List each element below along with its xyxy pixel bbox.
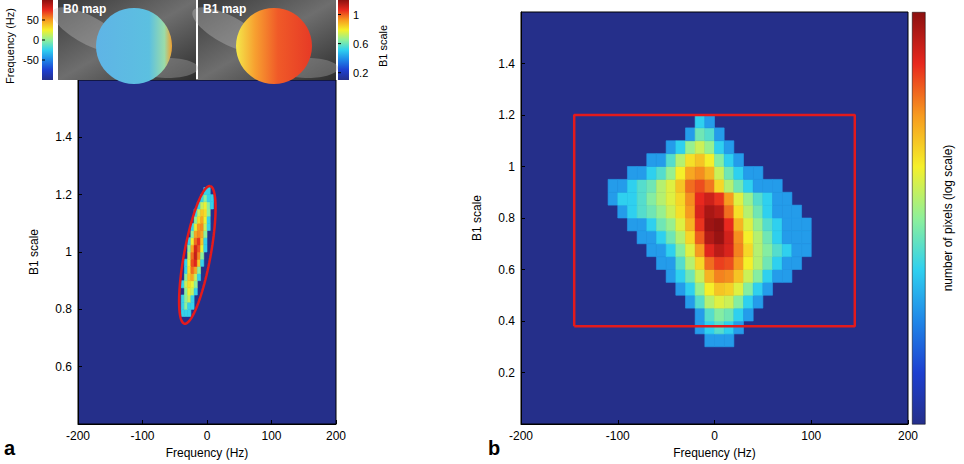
svg-text:0.2: 0.2 (353, 67, 368, 79)
svg-text:number of pixels (log scale): number of pixels (log scale) (941, 145, 955, 292)
svg-text:0.8: 0.8 (498, 211, 515, 225)
svg-text:0.4: 0.4 (498, 314, 515, 328)
svg-text:-50: -50 (23, 54, 39, 66)
svg-text:100: 100 (261, 429, 281, 443)
svg-text:200: 200 (326, 429, 346, 443)
svg-text:1: 1 (508, 160, 515, 174)
svg-text:50: 50 (27, 14, 39, 26)
svg-text:0: 0 (204, 429, 211, 443)
svg-text:-200: -200 (66, 429, 90, 443)
svg-text:0: 0 (711, 429, 718, 443)
svg-text:1: 1 (65, 245, 72, 259)
svg-text:b: b (488, 437, 500, 459)
svg-text:Frequency (Hz): Frequency (Hz) (166, 446, 249, 460)
svg-text:Frequency (Hz): Frequency (Hz) (4, 8, 16, 84)
svg-text:-100: -100 (130, 429, 154, 443)
svg-text:0.6: 0.6 (498, 263, 515, 277)
svg-text:1.4: 1.4 (55, 130, 72, 144)
svg-text:B1 map: B1 map (203, 2, 246, 16)
svg-text:200: 200 (898, 429, 918, 443)
svg-text:0.6: 0.6 (353, 38, 368, 50)
svg-text:-100: -100 (606, 429, 630, 443)
svg-text:Frequency (Hz): Frequency (Hz) (673, 446, 756, 460)
svg-text:0.6: 0.6 (55, 360, 72, 374)
svg-text:B1 scale: B1 scale (470, 195, 484, 241)
svg-text:B1 scale: B1 scale (27, 229, 41, 275)
svg-text:1.2: 1.2 (55, 188, 72, 202)
svg-text:1.4: 1.4 (498, 57, 515, 71)
svg-text:B1 scale: B1 scale (377, 25, 389, 67)
svg-text:0.2: 0.2 (498, 366, 515, 380)
svg-text:B0 map: B0 map (63, 2, 106, 16)
svg-text:1.2: 1.2 (498, 108, 515, 122)
svg-text:0.8: 0.8 (55, 302, 72, 316)
svg-text:a: a (4, 437, 16, 459)
svg-text:-200: -200 (509, 429, 533, 443)
svg-text:0: 0 (33, 34, 39, 46)
svg-text:1: 1 (353, 9, 359, 21)
svg-text:100: 100 (801, 429, 821, 443)
